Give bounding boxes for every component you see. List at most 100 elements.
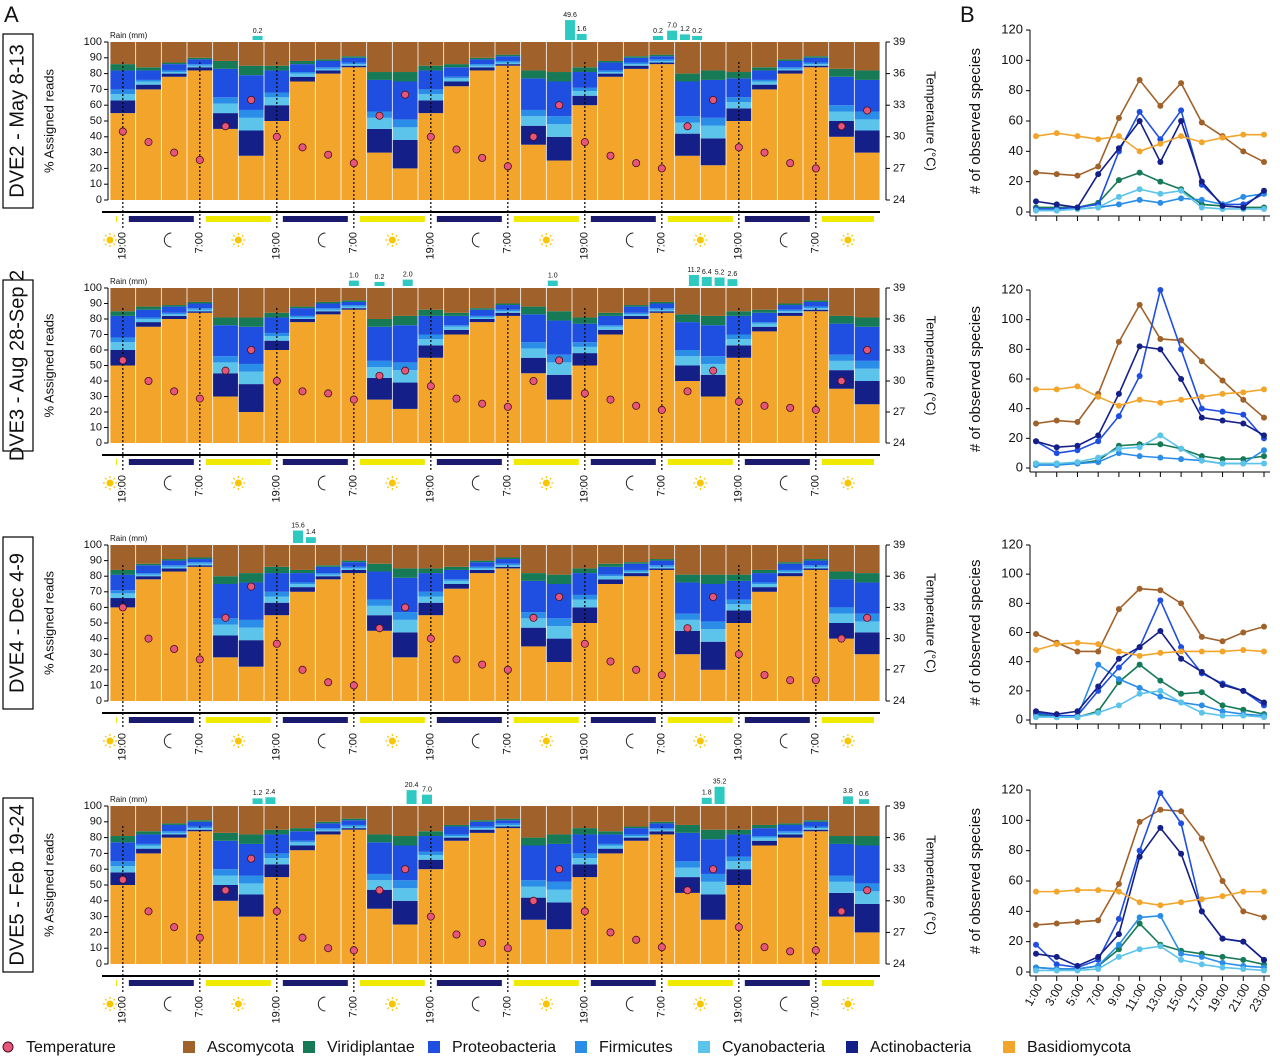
rain-value-label: 1.0 — [349, 272, 359, 279]
bar-segment — [649, 823, 675, 829]
bar-segment — [572, 105, 598, 200]
bar-segment — [829, 360, 854, 371]
bar-segment — [238, 42, 264, 66]
bar-segment — [444, 824, 469, 827]
bar-segment — [829, 881, 854, 893]
bar-segment — [290, 569, 315, 574]
bar-segment — [469, 319, 495, 323]
series-point — [1095, 953, 1102, 960]
temperature-point — [324, 678, 333, 687]
series-point — [1136, 118, 1143, 124]
y2-tick-label: 24 — [893, 194, 905, 206]
bar-segment — [649, 831, 675, 835]
sun-ray — [540, 1007, 544, 1010]
bar-segment — [187, 64, 213, 66]
bar-segment — [469, 562, 495, 567]
series-point — [1115, 445, 1122, 452]
bar-segment — [187, 806, 213, 821]
series-point — [1033, 169, 1039, 176]
sun-ray — [113, 243, 116, 246]
bar-segment — [315, 576, 341, 580]
bar-segment — [290, 73, 315, 77]
sun-icon — [844, 236, 852, 244]
temperature-point — [503, 665, 512, 674]
series-point — [1157, 912, 1164, 919]
bar-segment — [110, 593, 136, 599]
bar-segment — [700, 641, 726, 670]
bar-segment — [213, 373, 238, 397]
temperature-point — [247, 95, 256, 104]
series-line — [1035, 598, 1265, 717]
bar-segment — [854, 119, 880, 131]
bar-segment — [341, 300, 367, 302]
bar-segment — [290, 76, 315, 82]
series-line — [1036, 385, 1265, 407]
series-point — [1198, 896, 1205, 903]
bar-segment — [187, 42, 213, 58]
temperature-point — [734, 650, 743, 659]
bar-segment — [777, 824, 803, 832]
bar-segment — [238, 545, 264, 574]
moon-icon — [317, 996, 326, 1012]
bar-segment — [367, 42, 392, 73]
temperature-point — [144, 376, 153, 385]
bar-segment — [341, 829, 367, 964]
bar-segment — [752, 840, 777, 846]
bar-segment — [700, 894, 726, 920]
bar-segment — [752, 806, 777, 825]
temperature-point — [221, 886, 230, 895]
series-point — [1033, 198, 1039, 205]
bar-segment — [752, 81, 777, 85]
night-band — [282, 717, 348, 723]
time-label: 19:00 — [733, 232, 745, 260]
bar-segment — [136, 306, 161, 310]
y-tick-label: 0 — [1016, 711, 1023, 726]
temperature-point — [324, 389, 333, 398]
bar-segment — [495, 315, 521, 443]
bar-segment — [726, 345, 752, 358]
bar-segment — [521, 306, 546, 315]
bar-segment — [238, 883, 264, 895]
bar-segment — [367, 72, 392, 80]
series-point — [1157, 824, 1164, 831]
temperature-point — [478, 399, 487, 408]
temperature-point — [580, 389, 589, 398]
bar-segment — [675, 582, 700, 614]
series-point — [1178, 699, 1185, 706]
temperature-point — [529, 896, 538, 905]
y-tick-label: 0 — [96, 194, 102, 206]
y2-tick-label: 30 — [893, 633, 905, 645]
title-box — [2, 797, 34, 973]
y-tick-label: 20 — [90, 926, 102, 938]
series-point — [1178, 850, 1185, 857]
rain-bar — [667, 30, 678, 40]
y-tick-label: 0 — [1016, 963, 1023, 978]
sun-ray — [395, 477, 398, 480]
day-band — [116, 459, 117, 465]
bar-segment — [803, 301, 829, 307]
temperature-point — [221, 366, 230, 375]
time-label: 7:00 — [194, 232, 206, 253]
series-point — [1219, 377, 1226, 384]
bar-segment — [238, 384, 264, 412]
sun-ray — [842, 744, 845, 747]
temperature-point — [401, 603, 410, 612]
rain-value-label: 1.4 — [306, 529, 316, 536]
bar-segment — [469, 67, 495, 71]
bar-segment — [649, 821, 675, 824]
series-point — [1219, 390, 1226, 397]
bar-segment — [136, 563, 161, 566]
temperature-point — [555, 356, 564, 365]
series-point — [1261, 648, 1267, 655]
sun-icon — [542, 737, 550, 745]
bar-segment — [392, 900, 418, 925]
bar-segment — [367, 889, 392, 909]
day-band — [821, 980, 874, 986]
bar-segment — [752, 323, 777, 327]
series-line — [1035, 118, 1265, 209]
bar-segment — [238, 288, 264, 318]
series-point — [1219, 460, 1226, 467]
bar-segment — [367, 399, 392, 443]
bar-segment — [829, 42, 854, 69]
series-point — [1115, 664, 1122, 671]
